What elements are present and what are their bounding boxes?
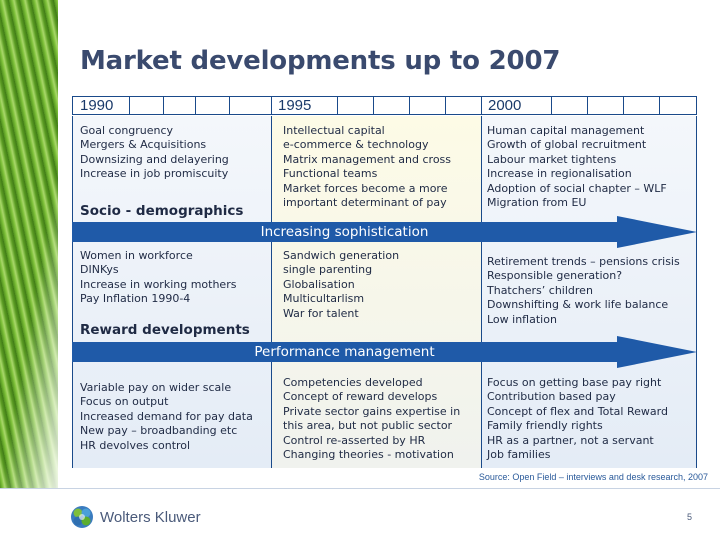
slide-title: Market developments up to 2007: [80, 46, 561, 76]
timeline-tick: [373, 97, 374, 114]
timeline-tick: [163, 97, 164, 114]
arrow-label: Performance management: [254, 344, 435, 360]
timeline-tick: [195, 97, 196, 114]
cell-r1-c1: Goal congruency Mergers & Acquisitions Dow…: [80, 124, 229, 181]
section-title-socio: Socio - demographics: [80, 203, 244, 219]
source-note: Source: Open Field – interviews and desk…: [478, 472, 708, 482]
cell-r3-c2: Competencies developed Concept of reward …: [283, 376, 461, 462]
timeline-tick: [229, 97, 230, 114]
footer-divider: [0, 488, 720, 489]
timeline-tick: [481, 97, 482, 114]
wolters-kluwer-logo: Wolters Kluwer: [70, 505, 201, 529]
timeline-tick: [659, 97, 660, 114]
cell-r2-c1: Women in workforce DINKys Increase in work…: [80, 249, 237, 306]
arrow-increasing-sophistication: Increasing sophistication: [72, 216, 697, 248]
timeline-tick: [337, 97, 338, 114]
timeline-tick: [623, 97, 624, 114]
year-2000: 2000: [485, 97, 522, 114]
timeline-bar: 1990 1995 2000: [72, 96, 697, 115]
column-1990: [73, 116, 271, 468]
timeline-tick: [587, 97, 588, 114]
section-title-reward: Reward developments: [80, 322, 250, 338]
arrow-shape: [72, 216, 697, 248]
arrow-shape: [72, 336, 697, 368]
column-1995: [271, 116, 481, 468]
cell-r2-c3: Retirement trends – pensions crisis Respo…: [487, 255, 680, 326]
page-number: 5: [686, 512, 692, 522]
cell-r3-c1: Variable pay on wider scale Focus on outp…: [80, 381, 253, 452]
arrow-performance-management: Performance management: [72, 336, 697, 368]
timeline-tick: [129, 97, 130, 114]
cell-r3-c3: Focus on getting base pay right Contribut…: [487, 376, 668, 462]
logo-text: Wolters Kluwer: [100, 508, 201, 526]
cell-r2-c2: Sandwich generation single parenting Globa…: [283, 249, 400, 320]
year-1995: 1995: [275, 97, 312, 114]
cell-r1-c2: Intellectual capital e-commerce & technol…: [283, 124, 452, 210]
timeline-tick: [409, 97, 410, 114]
timeline-tick: [551, 97, 552, 114]
column-2000: [481, 116, 696, 468]
content-grid: [72, 116, 697, 468]
timeline-tick: [271, 97, 272, 114]
globe-logo-icon: [71, 506, 93, 528]
grass-decoration: [0, 0, 58, 488]
timeline-tick: [445, 97, 446, 114]
cell-r1-c3: Human capital management Growth of global…: [487, 124, 667, 210]
arrow-label: Increasing sophistication: [260, 224, 429, 240]
year-1990: 1990: [77, 97, 114, 114]
